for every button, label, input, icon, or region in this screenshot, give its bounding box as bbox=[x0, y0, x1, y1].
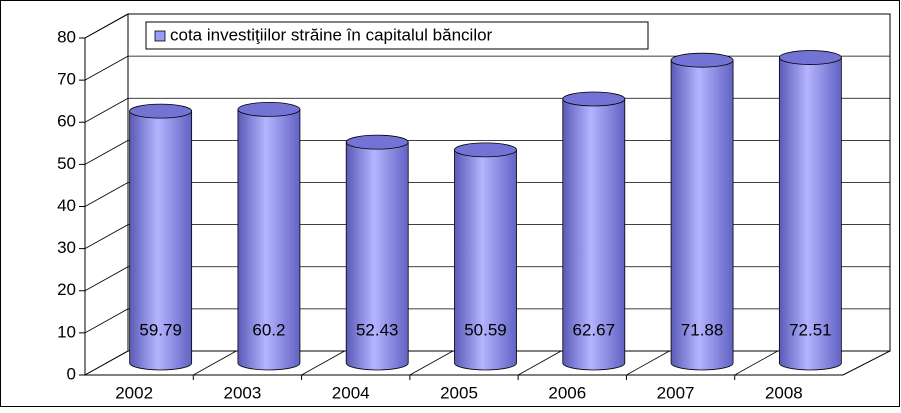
grid-line-side bbox=[84, 266, 129, 292]
value-label: 72.51 bbox=[789, 320, 832, 339]
legend-box bbox=[145, 21, 649, 50]
grid-line-side bbox=[84, 97, 129, 123]
x-tick-label: 2004 bbox=[332, 383, 370, 402]
legend-label: cota investiţiilor străine în capitalul … bbox=[170, 25, 493, 44]
floor-divider bbox=[517, 350, 562, 376]
value-label: 60.2 bbox=[252, 320, 285, 339]
bar-top bbox=[129, 103, 193, 119]
x-tick-label: 2003 bbox=[224, 383, 262, 402]
bar bbox=[670, 52, 734, 371]
bar bbox=[237, 102, 301, 371]
bar-top bbox=[778, 50, 842, 65]
floor-divider bbox=[734, 350, 778, 376]
bar-body bbox=[670, 59, 734, 371]
x-tick-label: 2005 bbox=[440, 383, 478, 402]
x-tick-label: 2002 bbox=[115, 383, 153, 402]
value-label: 59.79 bbox=[139, 320, 182, 339]
value-label: 52.43 bbox=[356, 320, 399, 339]
floor-divider bbox=[409, 350, 454, 376]
value-label: 50.59 bbox=[464, 320, 507, 339]
bar bbox=[562, 91, 626, 371]
bar-body bbox=[345, 141, 409, 371]
x-tick-label: 2007 bbox=[657, 383, 695, 402]
bar bbox=[129, 103, 193, 371]
bar-body bbox=[454, 149, 517, 371]
bar bbox=[345, 134, 409, 371]
y-tick-label: 10 bbox=[57, 322, 76, 341]
y-tick-label: 30 bbox=[57, 238, 76, 257]
floor-divider bbox=[193, 350, 237, 376]
legend: cota investiţiilor străine în capitalul … bbox=[145, 21, 649, 50]
grid-line-side bbox=[84, 224, 129, 249]
bar bbox=[778, 50, 842, 371]
bar-top bbox=[562, 91, 626, 107]
grid-line-side bbox=[84, 308, 129, 334]
legend-swatch bbox=[154, 30, 166, 42]
floor-divider bbox=[301, 350, 345, 376]
value-label: 71.88 bbox=[681, 320, 724, 339]
bar bbox=[454, 142, 517, 371]
y-tick-label: 0 bbox=[67, 364, 76, 383]
bar-top bbox=[454, 142, 517, 158]
value-label: 62.67 bbox=[573, 320, 616, 339]
x-tick-label: 2008 bbox=[765, 383, 803, 402]
grid-line-side bbox=[84, 182, 129, 207]
y-tick-label: 50 bbox=[57, 154, 76, 173]
bar-body bbox=[562, 98, 626, 371]
floor-divider bbox=[626, 350, 670, 376]
bar-top bbox=[345, 134, 409, 150]
y-tick-label: 40 bbox=[57, 196, 76, 215]
y-tick-label: 70 bbox=[57, 70, 76, 89]
y-tick-label: 80 bbox=[57, 27, 76, 46]
x-tick-label: 2006 bbox=[548, 383, 586, 402]
bar-body bbox=[237, 109, 301, 371]
y-tick-label: 20 bbox=[57, 280, 76, 299]
grid-line-side bbox=[84, 55, 129, 81]
bar-top bbox=[670, 52, 734, 68]
bar-body bbox=[778, 57, 842, 371]
y-tick-label: 60 bbox=[57, 112, 76, 131]
grid-line-side bbox=[84, 140, 129, 165]
bar-body bbox=[129, 110, 193, 371]
grid-line-side bbox=[84, 13, 129, 39]
bar-top bbox=[237, 102, 301, 117]
